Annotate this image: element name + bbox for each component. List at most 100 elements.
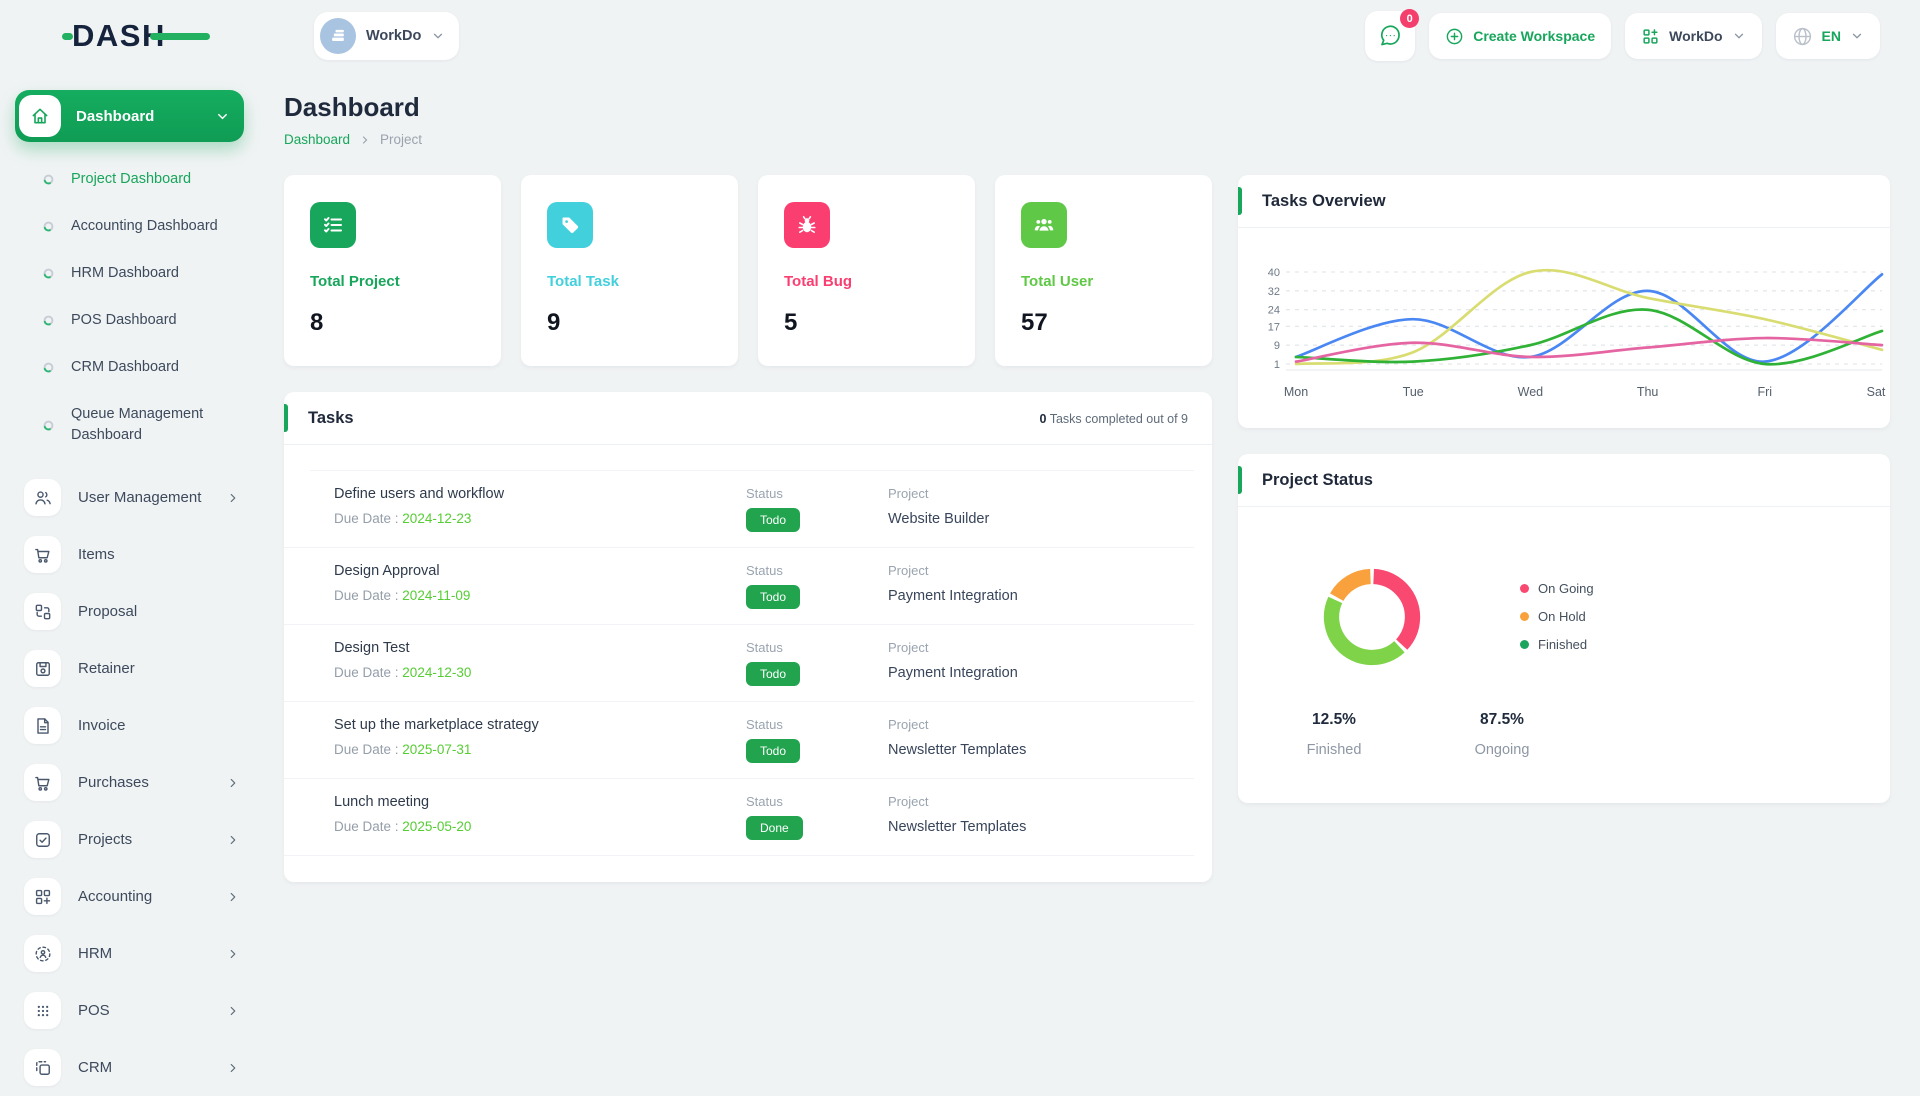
task-status-badge: Todo [746,662,801,686]
stat-card-value: 8 [310,309,324,336]
svg-text:Sat: Sat [1867,385,1886,399]
ongoing-stat: 87.5% Ongoing [1474,711,1530,758]
plus-circle-icon [1445,27,1464,46]
svg-text:Thu: Thu [1637,385,1659,399]
workspace-switcher[interactable]: WorkDo [314,12,460,60]
sidebar-item-dashboard[interactable]: Dashboard [15,90,244,142]
sidebar-item-label: POS [78,1002,110,1020]
sidebar-item-accounting[interactable]: Accounting [15,868,244,925]
workspace-name: WorkDo [366,28,422,44]
due-date-value: 2025-07-31 [402,742,472,757]
sidebar-subitem-queue-management-dashboard[interactable]: Queue Management Dashboard [15,391,244,459]
project-column-label: Project [888,794,929,809]
language-code: EN [1821,28,1841,44]
tasks-list-subheader [310,445,1194,471]
create-workspace-label: Create Workspace [1473,28,1596,44]
due-date-value: 2025-05-20 [402,819,472,834]
tasks-list: Define users and workflow Due Date : 202… [284,471,1212,856]
proposal-icon [24,593,61,631]
sidebar-item-proposal[interactable]: Proposal [15,583,244,640]
chevron-right-icon [226,890,240,904]
status-column-label: Status [746,563,783,578]
task-project-name: Website Builder [888,511,990,527]
task-row: Design Approval Due Date : 2024-11-09 St… [284,548,1194,625]
sidebar-item-invoice[interactable]: Invoice [15,697,244,754]
sidebar-item-label: Proposal [78,603,138,621]
stat-cards: Total Project 8 Total Task 9 Total Bug 5… [284,175,1212,366]
sidebar-item-user-management[interactable]: User Management [15,469,244,526]
sidebar-subitem-label: Accounting Dashboard [71,218,218,235]
task-title: Set up the marketplace strategy [334,717,539,733]
legend-item: Finished [1520,637,1594,652]
sidebar-item-label: Items [78,546,115,564]
sidebar-subitem-hrm-dashboard[interactable]: HRM Dashboard [15,250,244,297]
page-title: Dashboard [284,92,420,122]
sidebar-item-crm[interactable]: CRM [15,1039,244,1096]
bullet-icon [43,174,54,185]
project-column-label: Project [888,640,929,655]
task-row: Lunch meeting Due Date : 2025-05-20 Stat… [284,779,1194,856]
task-title: Define users and workflow [334,486,505,502]
bug-icon [784,202,830,248]
stat-card-label: Total Project [310,273,400,290]
sidebar: Dashboard Project Dashboard Accounting D… [0,72,262,1096]
workspace-menu-label: WorkDo [1669,28,1723,44]
accounting-icon [24,878,61,916]
task-row: Set up the marketplace strategy Due Date… [284,702,1194,779]
breadcrumb: Dashboard Project [284,132,1890,147]
breadcrumb-dashboard-link[interactable]: Dashboard [284,132,351,147]
chevron-down-icon [1850,29,1864,43]
stat-card-label: Total User [1021,273,1094,290]
sidebar-item-projects[interactable]: Projects [15,811,244,868]
sidebar-subitem-crm-dashboard[interactable]: CRM Dashboard [15,344,244,391]
grid-plus-icon [1641,27,1660,46]
stat-card-value: 57 [1021,309,1048,336]
sidebar-item-label: CRM [78,1059,113,1077]
stat-card-total-task: Total Task 9 [521,175,738,366]
bullet-icon [43,362,54,373]
main-content: Dashboard Dashboard Project Total Projec… [284,72,1890,882]
legend-dot-icon [1520,584,1529,593]
workspace-menu-button[interactable]: WorkDo [1625,13,1762,59]
task-status-badge: Todo [746,508,801,532]
building-icon [320,18,356,54]
stat-card-label: Total Task [547,273,619,290]
tasks-card-title: Tasks [308,409,354,427]
due-date-label: Due Date : [334,511,403,526]
sidebar-item-label: Accounting [78,888,153,906]
legend-label: On Going [1538,581,1594,596]
svg-text:Mon: Mon [1284,385,1308,399]
chevron-right-icon [226,1061,240,1075]
task-row: Design Test Due Date : 2024-12-30 Status… [284,625,1194,702]
sidebar-item-pos[interactable]: POS [15,982,244,1039]
task-title: Design Test [334,640,410,656]
due-date-value: 2024-12-23 [402,511,472,526]
sidebar-item-hrm[interactable]: HRM [15,925,244,982]
svg-text:Tue: Tue [1403,385,1424,399]
tasks-overview-card: Tasks Overview 1 9 17 24 32 40 Mon Tue Wed Thu Fri… [1238,175,1890,428]
invoice-icon [24,707,61,745]
legend-item: On Going [1520,581,1594,596]
bullet-icon [43,315,54,326]
legend-dot-icon [1520,640,1529,649]
due-date-label: Due Date : [334,742,403,757]
pos-icon [24,992,61,1030]
messages-button[interactable]: 0 [1365,9,1420,61]
chevron-right-icon [226,1004,240,1018]
sidebar-subitem-accounting-dashboard[interactable]: Accounting Dashboard [15,203,244,250]
sidebar-item-retainer[interactable]: Retainer [15,640,244,697]
stat-card-value: 5 [784,309,798,336]
svg-text:Fri: Fri [1758,385,1773,399]
language-selector[interactable]: EN [1775,13,1880,59]
app-logo[interactable]: DASH [62,17,214,55]
due-date-label: Due Date : [334,665,403,680]
sidebar-subitem-pos-dashboard[interactable]: POS Dashboard [15,297,244,344]
svg-text:DASH: DASH [72,18,166,53]
status-column-label: Status [746,794,783,809]
sidebar-item-purchases[interactable]: Purchases [15,754,244,811]
create-workspace-button[interactable]: Create Workspace [1429,13,1612,59]
stat-card-total-project: Total Project 8 [284,175,501,366]
sidebar-item-items[interactable]: Items [15,526,244,583]
sidebar-subitem-project-dashboard[interactable]: Project Dashboard [15,156,244,203]
users-icon [24,479,61,517]
